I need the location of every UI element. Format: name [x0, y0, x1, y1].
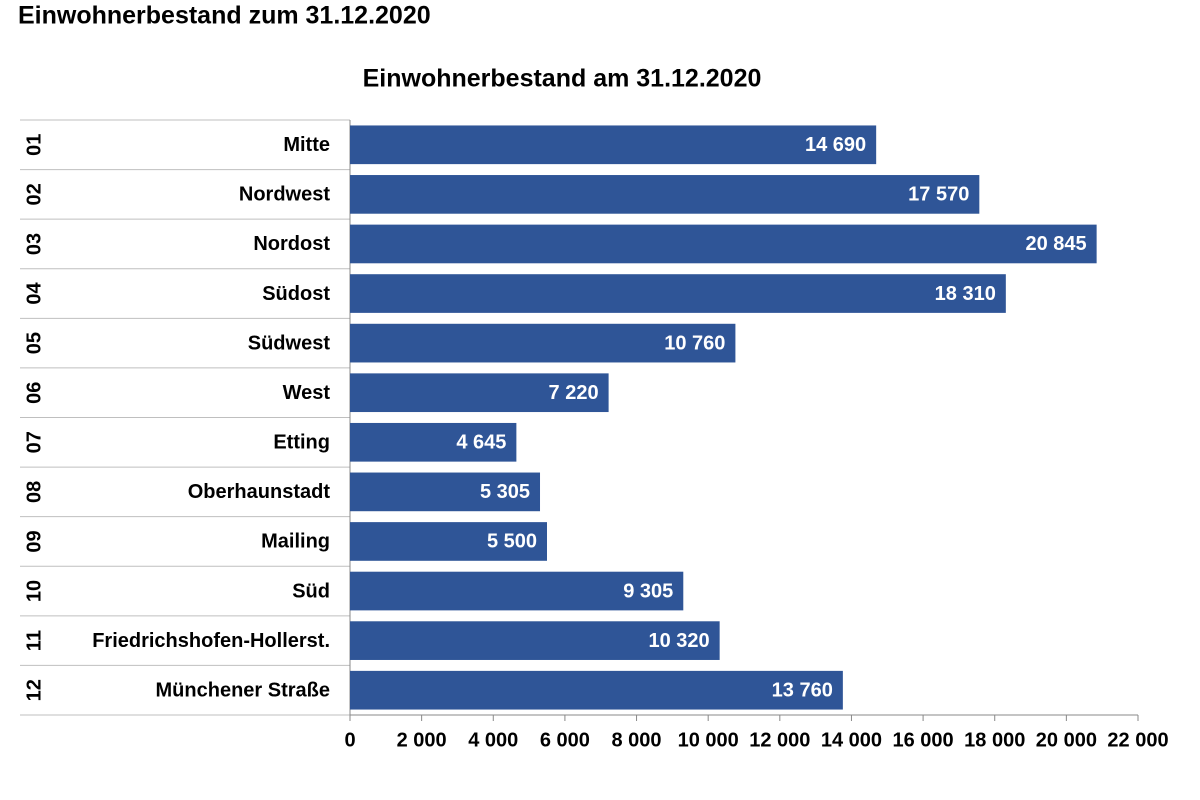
value-label: 18 310: [935, 283, 996, 305]
bar: [350, 621, 720, 660]
y-tick-label: Friedrichshofen-Hollerst.: [92, 630, 330, 652]
category-code: 05: [23, 332, 45, 354]
bar: [350, 373, 609, 413]
chart-title: Einwohnerbestand am 31.12.2020: [363, 65, 762, 93]
category-code: 10: [23, 580, 45, 602]
category-code: 08: [23, 481, 45, 503]
category-code: 01: [23, 134, 45, 156]
bar: [350, 224, 1097, 264]
x-tick-label: 20 000: [1036, 729, 1097, 751]
y-tick-label: West: [283, 382, 331, 404]
y-tick-label: Süd: [292, 580, 330, 602]
bar: [350, 571, 684, 611]
bar: [350, 125, 877, 165]
page-title: Einwohnerbestand zum 31.12.2020: [18, 2, 431, 30]
bar: [350, 670, 843, 710]
bar: [350, 522, 547, 561]
y-tick-label: Oberhaunstadt: [188, 481, 331, 503]
value-label: 10 320: [648, 630, 709, 652]
value-label: 20 845: [1025, 233, 1086, 255]
x-tick-label: 16 000: [893, 729, 954, 751]
x-tick-label: 8 000: [612, 729, 662, 751]
value-label: 5 305: [480, 481, 530, 503]
y-tick-label: Mitte: [283, 134, 330, 156]
x-tick-label: 12 000: [749, 729, 810, 751]
value-label: 5 500: [487, 531, 537, 553]
value-label: 10 760: [664, 332, 725, 354]
x-tick-label: 2 000: [397, 729, 447, 751]
bar: [350, 175, 980, 214]
bar: [350, 274, 1006, 313]
value-label: 9 305: [623, 580, 673, 602]
bar: [350, 422, 517, 462]
value-label: 4 645: [456, 432, 506, 454]
category-code: 11: [23, 630, 45, 651]
x-tick-label: 10 000: [678, 729, 739, 751]
x-tick-label: 0: [344, 729, 355, 751]
y-tick-label: Münchener Straße: [156, 679, 330, 701]
value-label: 17 570: [908, 184, 969, 206]
category-code: 09: [23, 530, 45, 552]
x-tick-label: 14 000: [821, 729, 882, 751]
value-label: 13 760: [772, 679, 833, 701]
category-code: 07: [23, 431, 45, 453]
bar: [350, 472, 541, 512]
category-code: 06: [23, 382, 45, 404]
y-tick-label: Nordwest: [239, 184, 330, 206]
x-tick-label: 18 000: [964, 729, 1025, 751]
y-tick-label: Südost: [262, 283, 330, 305]
category-code: 04: [23, 282, 45, 305]
value-label: 14 690: [805, 134, 866, 156]
category-code: 12: [23, 679, 45, 701]
category-code: 02: [23, 183, 45, 205]
x-tick-label: 22 000: [1107, 729, 1168, 751]
category-code: 03: [23, 233, 45, 255]
y-tick-label: Etting: [273, 432, 330, 454]
y-tick-label: Südwest: [248, 332, 331, 354]
x-tick-label: 6 000: [540, 729, 590, 751]
y-tick-label: Nordost: [253, 233, 330, 255]
value-label: 7 220: [549, 382, 599, 404]
x-tick-label: 4 000: [468, 729, 518, 751]
bar: [350, 323, 736, 363]
y-tick-label: Mailing: [261, 531, 330, 553]
